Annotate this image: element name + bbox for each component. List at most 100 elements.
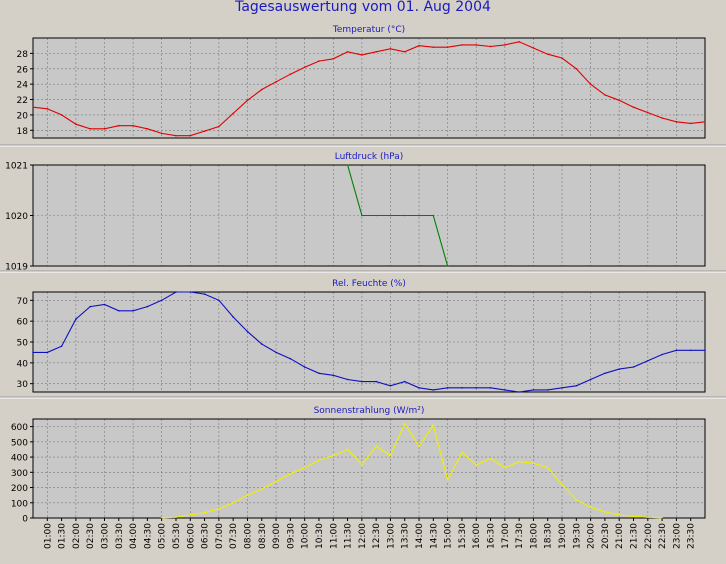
x-tick-label: 22:00 [644, 523, 654, 549]
data-point [532, 389, 535, 391]
data-point [318, 372, 320, 375]
data-point [303, 366, 306, 368]
y-tick-label: 200 [11, 484, 28, 494]
x-tick-label: 06:00 [186, 523, 196, 549]
x-tick-label: 08:00 [243, 523, 253, 549]
y-tick-label: 24 [17, 81, 29, 91]
x-tick-label: 17:00 [501, 523, 511, 549]
data-point [246, 99, 249, 102]
series-line [32, 41, 706, 137]
data-point [446, 46, 449, 49]
data-point [618, 99, 621, 102]
data-point [389, 47, 392, 50]
y-tick-label: 1020 [5, 212, 28, 222]
data-point [461, 451, 463, 454]
data-point [32, 106, 34, 109]
x-tick-label: 08:30 [258, 523, 268, 549]
x-tick-label: 23:30 [687, 523, 697, 549]
data-point [546, 466, 549, 469]
data-point [561, 57, 563, 59]
data-point [218, 508, 220, 510]
data-point [432, 424, 435, 426]
data-point [146, 127, 149, 130]
data-point [432, 389, 435, 391]
data-point [418, 387, 420, 389]
data-point [675, 121, 678, 123]
data-point [332, 57, 335, 60]
data-point [504, 44, 506, 46]
x-tick-label: 20:00 [587, 523, 597, 549]
data-point [361, 463, 363, 466]
data-point [504, 389, 506, 391]
data-point [346, 378, 349, 381]
data-point [675, 349, 678, 352]
x-tick-label: 01:00 [43, 523, 53, 549]
data-point [518, 391, 520, 393]
x-tick-label: 11:30 [344, 523, 354, 549]
y-tick-label: 300 [11, 469, 28, 479]
data-point [561, 483, 563, 486]
x-tick-label: 07:00 [215, 523, 225, 549]
data-point [575, 67, 578, 70]
panel-title: Temperatur (°C) [332, 25, 405, 35]
panel-title: Sonnenstrahlung (W/m²) [314, 406, 425, 416]
x-tick-label: 12:00 [358, 523, 368, 549]
data-point [232, 112, 234, 115]
x-tick-label: 19:30 [572, 523, 582, 549]
data-point [203, 293, 206, 295]
y-tick-label: 40 [17, 359, 29, 369]
y-tick-label: 1021 [5, 162, 28, 172]
y-tick-label: 70 [17, 297, 29, 307]
data-point [332, 454, 335, 457]
data-point [418, 445, 420, 448]
y-tick-label: 50 [17, 339, 29, 349]
x-tick-label: 15:30 [458, 523, 468, 549]
x-tick-label: 03:30 [115, 523, 125, 549]
data-point [589, 378, 592, 381]
series-line [33, 291, 705, 393]
data-point [103, 127, 106, 130]
data-point [89, 127, 91, 130]
series-line [347, 164, 449, 267]
data-point [403, 422, 406, 425]
data-point [189, 134, 192, 137]
x-tick-label: 05:00 [158, 523, 168, 549]
x-tick-label: 06:30 [201, 523, 211, 549]
x-tick-label: 16:30 [487, 523, 497, 549]
data-point [403, 380, 406, 383]
data-point [546, 53, 549, 55]
y-tick-label: 30 [17, 380, 29, 390]
x-tick-label: 10:00 [301, 523, 311, 549]
y-tick-label: 18 [17, 127, 29, 137]
data-point [375, 445, 377, 448]
data-point [389, 454, 392, 457]
data-point [218, 299, 220, 302]
data-point [604, 372, 606, 375]
data-point [446, 265, 449, 267]
data-point [647, 516, 649, 519]
data-point [475, 387, 478, 389]
data-point [303, 66, 306, 69]
data-point [318, 459, 320, 461]
data-point [389, 214, 392, 217]
x-tick-label: 09:30 [286, 523, 296, 549]
series-line [161, 422, 663, 519]
data-point [232, 316, 234, 318]
data-point [461, 387, 463, 389]
data-point [289, 473, 292, 475]
data-point [189, 514, 192, 516]
y-tick-label: 1019 [5, 263, 28, 273]
x-tick-label: 17:30 [515, 523, 525, 549]
data-point [346, 164, 349, 166]
data-point [203, 130, 206, 132]
y-tick-label: 28 [17, 50, 29, 60]
data-point [489, 457, 492, 460]
data-point [689, 349, 692, 352]
data-point [275, 351, 277, 354]
data-point [661, 117, 663, 119]
data-point [60, 114, 63, 116]
data-point [346, 448, 349, 451]
data-point [75, 123, 77, 125]
y-tick-label: 500 [11, 438, 28, 448]
